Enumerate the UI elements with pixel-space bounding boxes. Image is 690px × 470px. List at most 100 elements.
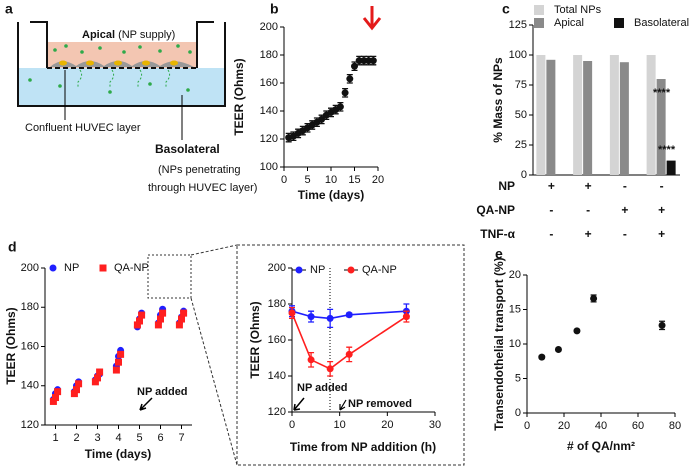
condition-name: TNF-α [480,227,515,241]
zoom-box [147,254,192,299]
nanoparticles [28,44,192,94]
marker [554,346,562,354]
marker [318,115,326,123]
condition-value: - [623,227,627,241]
x-tick-label: 10 [325,174,337,186]
marker [133,321,141,329]
annotation: NP added [297,382,348,394]
annotation: **** [658,144,676,156]
legend-marker [49,264,57,272]
apical-note: (NP supply) [118,29,175,41]
y-tick-label: 50 [515,109,527,121]
schematic: a Apical (NP supply) Confluent HUVEC lay… [5,1,257,194]
y-tick-label: 200 [260,21,278,33]
y-axis-label: TEER (Ohms) [232,58,246,135]
annotation-arrow [139,397,153,411]
marker [307,313,315,321]
x-tick-label: 1 [52,432,58,444]
marker [96,368,104,376]
annotation: NP removed [348,398,412,410]
marker [136,317,143,325]
bar [583,61,593,175]
marker [538,353,546,361]
y-axis-label: Transendothelial transport (%) [492,257,506,430]
y-tick-label: 10 [509,338,521,350]
legend-label: QA-NP [114,262,149,274]
bar [646,55,656,175]
red-arrow [362,6,382,31]
legend-label: NP [310,264,325,276]
legend-marker [295,266,303,274]
condition-value: + [658,203,665,217]
y-tick-label: 180 [268,298,286,310]
marker [346,75,354,83]
x-tick-label: 20 [558,420,570,432]
condition-value: + [658,227,665,241]
marker [326,365,334,373]
nuclei [59,60,178,66]
annotation: **** [653,87,671,99]
marker [178,315,185,323]
apical-label: Apical (NP supply) [82,29,175,41]
bar [546,59,556,175]
marker [590,294,598,302]
y-tick-label: 125 [509,19,527,31]
insert [30,21,214,68]
marker [91,378,99,386]
bar [656,79,666,175]
legend-swatch [614,18,624,28]
x-tick-label: 0 [281,174,287,186]
legend-swatch [534,18,544,28]
condition-value: - [549,203,553,217]
condition-value: + [548,179,555,193]
basolateral-label: Basolateral [155,142,220,156]
x-tick-label: 4 [115,432,121,444]
y-tick-label: 180 [260,49,278,61]
panel-letter: a [5,1,13,17]
marker [49,397,57,405]
legend-label: Total NPs [554,4,602,16]
y-tick-label: 120 [21,419,39,431]
marker [307,356,315,364]
y-tick-label: 0 [521,169,527,181]
condition-value: - [586,203,590,217]
legend-label: Basolateral [634,17,689,29]
marker [154,321,162,329]
y-tick-label: 120 [268,406,286,418]
well [17,22,226,107]
marker [341,89,349,97]
x-tick-label: 10 [334,419,346,431]
bar [619,62,629,176]
y-axis-label: % Mass of NPs [491,57,505,143]
y-tick-label: 140 [21,380,39,392]
y-tick-label: 200 [21,262,39,274]
legend-marker [99,264,107,272]
marker [138,311,146,319]
x-tick-label: 7 [178,432,184,444]
cells [50,61,194,67]
marker [658,321,666,329]
x-tick-label: 3 [94,432,100,444]
y-tick-label: 140 [260,105,278,117]
x-axis-label: Time from NP addition (h) [290,440,436,454]
y-tick-label: 160 [21,340,39,352]
marker [115,358,122,366]
x-axis-label: Time (days) [298,188,364,202]
marker [159,309,167,317]
y-tick-label: 15 [509,303,521,315]
x-axis-label: # of QA/nm² [567,439,635,453]
condition-value: - [660,179,664,193]
y-tick-label: 120 [260,133,278,145]
marker [70,390,78,398]
panel-letter: b [270,1,279,17]
marker [157,315,164,323]
x-tick-label: 20 [381,419,393,431]
marker [351,62,358,70]
condition-value: + [621,203,628,217]
marker [73,386,80,394]
x-tick-label: 6 [157,432,163,444]
annotation: NP added [137,386,188,398]
annotation-arrow [339,399,347,411]
legend-swatch [534,5,544,15]
